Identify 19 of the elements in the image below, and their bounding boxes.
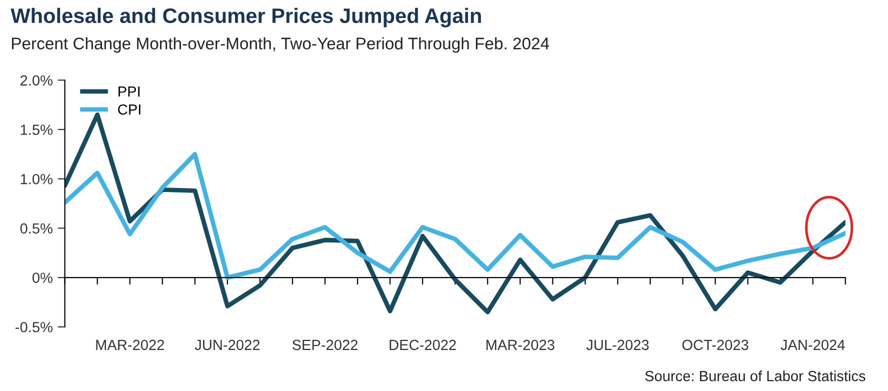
legend-label: PPI xyxy=(118,86,140,97)
x-tick-label: DEC-2022 xyxy=(390,340,456,350)
x-tick-label: JUN-2022 xyxy=(194,340,260,350)
x-tick-label: JUL-2023 xyxy=(586,340,649,350)
y-tick-label: 1.0% xyxy=(20,174,52,184)
y-tick-label: 0.5% xyxy=(20,223,52,234)
y-tick-label: 2.0% xyxy=(20,75,52,86)
legend-label: CPI xyxy=(118,104,140,115)
y-tick-label: 0% xyxy=(32,272,52,283)
x-tick-label: JAN-2024 xyxy=(780,340,845,350)
x-tick-label: MAR-2022 xyxy=(96,340,164,350)
x-tick-label: MAR-2023 xyxy=(486,340,554,350)
x-tick-label: SEP-2022 xyxy=(292,340,358,350)
x-tick-label: OCT-2023 xyxy=(682,340,748,350)
chart-subtitle: Percent Change Month-over-Month, Two-Year Period Through Feb. 2024 xyxy=(12,37,550,53)
y-tick-label: -0.5% xyxy=(16,322,52,332)
chart-title: Wholesale and Consumer Prices Jumped Again xyxy=(10,8,481,28)
y-tick-label: 1.5% xyxy=(20,124,52,135)
source-note: Source: Bureau of Labor Statistics xyxy=(645,370,866,382)
